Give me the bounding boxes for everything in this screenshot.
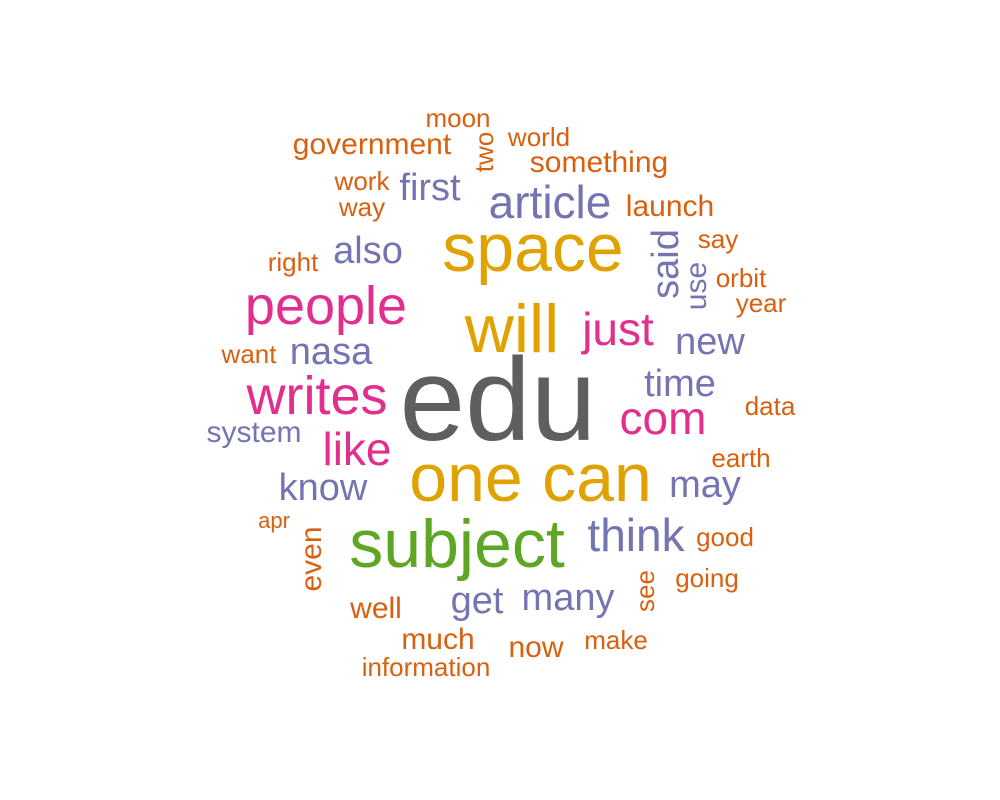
word-well: well xyxy=(350,592,402,625)
word-writes: writes xyxy=(246,366,388,426)
word-get: get xyxy=(450,580,504,622)
word-orbit: orbit xyxy=(715,263,767,293)
word-know: know xyxy=(278,467,368,509)
word-article: article xyxy=(488,176,612,228)
word-space: space xyxy=(442,210,624,286)
word-moon: moon xyxy=(425,103,491,133)
word-earth: earth xyxy=(711,443,771,473)
word-much: much xyxy=(401,623,475,656)
word-see: see xyxy=(630,570,660,612)
word-information: information xyxy=(361,652,491,682)
word-want: want xyxy=(221,339,277,369)
word-way: way xyxy=(338,192,386,222)
word-data: data xyxy=(744,391,796,421)
word-work: work xyxy=(334,166,390,196)
word-edu: edu xyxy=(399,334,597,466)
word-time: time xyxy=(644,363,716,405)
word-use: use xyxy=(680,261,713,311)
word-good: good xyxy=(696,522,754,552)
word-even: even xyxy=(295,526,328,592)
word-subject: subject xyxy=(349,506,565,582)
word-now: now xyxy=(508,631,564,664)
word-also: also xyxy=(333,230,403,272)
word-say: say xyxy=(697,224,739,254)
word-like: like xyxy=(322,423,392,475)
word-right: right xyxy=(267,247,319,277)
word-many: many xyxy=(521,577,615,619)
word-make: make xyxy=(584,625,648,655)
word-system: system xyxy=(206,416,302,449)
word-new: new xyxy=(675,321,745,363)
word-one: one xyxy=(409,440,523,516)
word-nasa: nasa xyxy=(289,331,373,373)
word-may: may xyxy=(669,464,741,506)
word-government: government xyxy=(292,128,452,161)
word-people: people xyxy=(244,276,408,336)
word-something: something xyxy=(529,146,669,179)
word-will: will xyxy=(464,291,560,367)
word-going: going xyxy=(675,563,739,593)
word-can: can xyxy=(542,440,652,516)
word-apr: apr xyxy=(258,508,290,533)
word-launch: launch xyxy=(625,190,715,223)
word-com: com xyxy=(619,392,707,444)
word-world: world xyxy=(507,122,571,152)
word-think: think xyxy=(587,509,685,561)
word-two: two xyxy=(469,131,499,173)
word-year: year xyxy=(735,288,787,318)
word-first: first xyxy=(399,167,461,209)
word-just: just xyxy=(582,303,654,355)
